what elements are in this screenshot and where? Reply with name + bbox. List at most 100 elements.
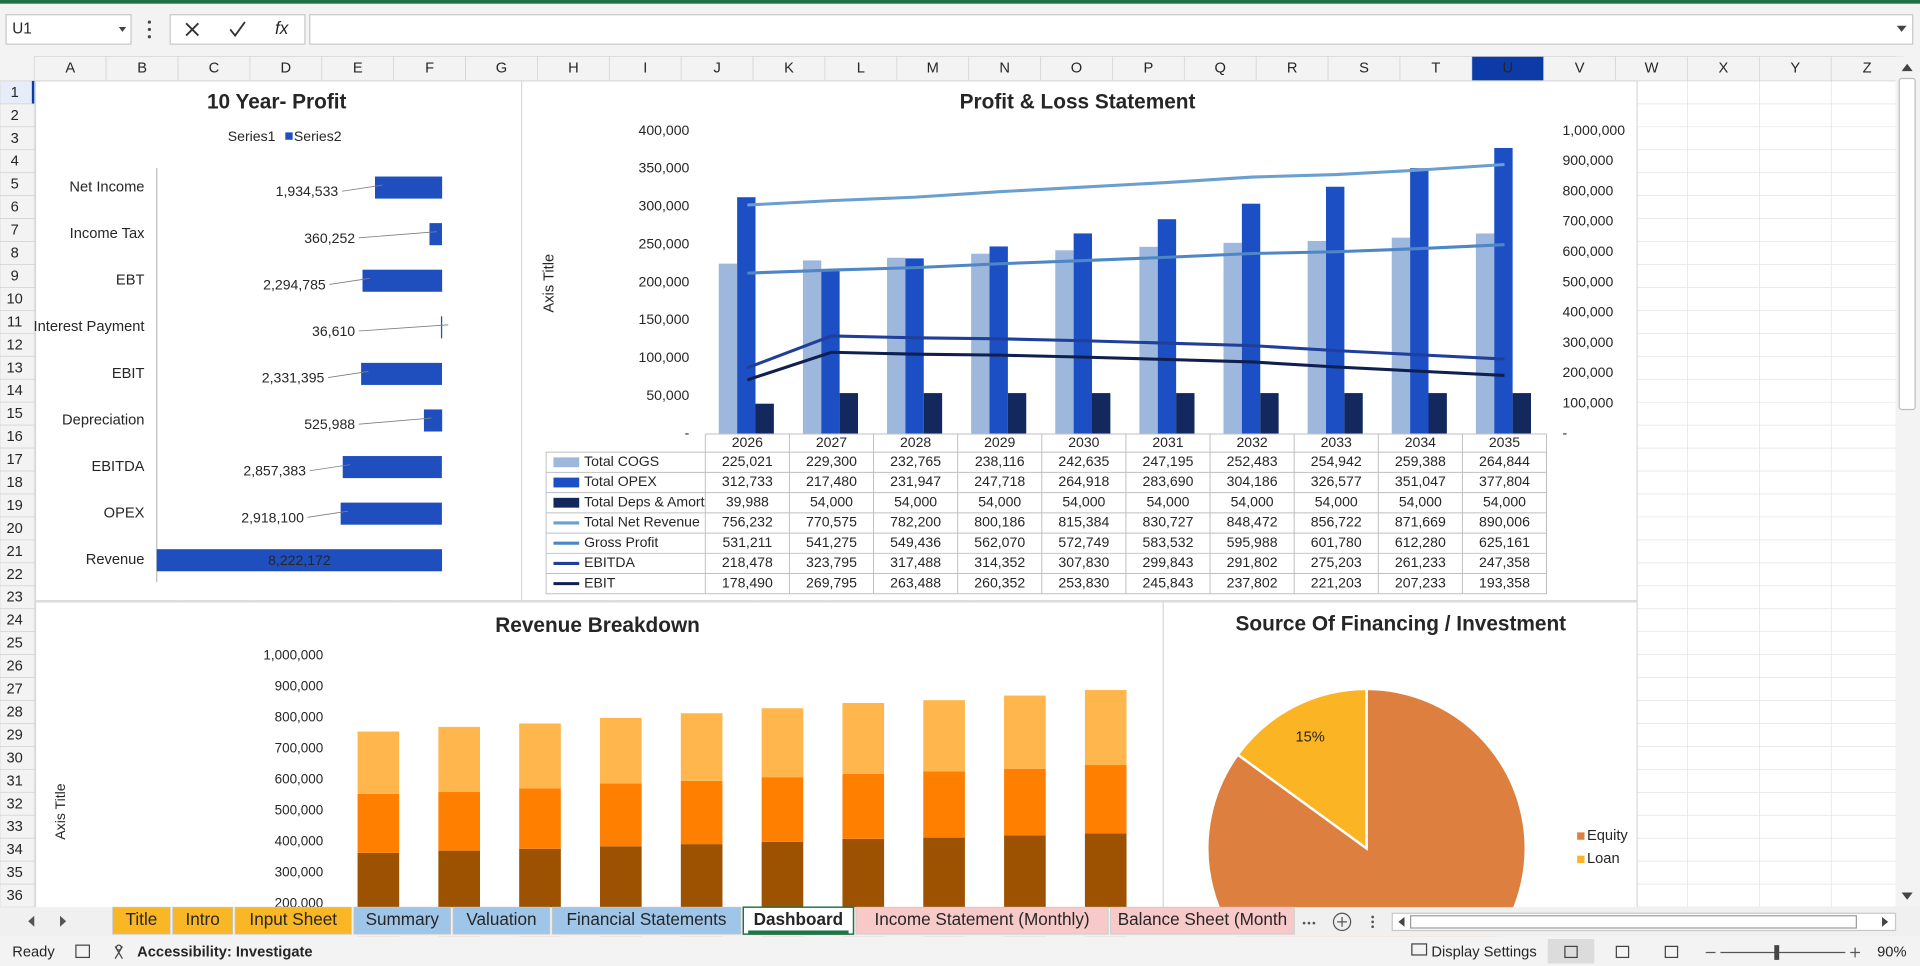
scroll-down[interactable] — [1901, 892, 1913, 900]
hscroll-thumb[interactable] — [1410, 915, 1857, 929]
tab-bg[interactable] — [353, 906, 451, 935]
column-label: P — [1144, 61, 1154, 77]
bar — [802, 260, 822, 434]
tab-label[interactable]: Balance Sheet (Month — [1118, 909, 1288, 929]
leader-line — [341, 184, 383, 192]
accessibility-icon[interactable] — [114, 944, 123, 959]
title-accent — [0, 0, 1920, 4]
tab-bg[interactable] — [234, 906, 352, 935]
tab-prev[interactable] — [28, 915, 35, 927]
table-row-label: Total Deps & Amort — [584, 493, 705, 509]
view-icon[interactable] — [1615, 945, 1630, 959]
chart-title: 10 Year- Profit — [207, 90, 347, 113]
zoom-slider[interactable] — [1705, 947, 1861, 958]
tab-next[interactable] — [60, 915, 67, 927]
data-label: 525,988 — [304, 416, 355, 432]
column-header[interactable] — [1255, 56, 1329, 82]
status-accessibility[interactable]: Accessibility: Investigate — [137, 944, 312, 960]
column-label: T — [1431, 61, 1440, 77]
bar — [1307, 240, 1327, 434]
sheet-tab[interactable]: Financial Statements — [551, 906, 742, 935]
column-header[interactable] — [33, 56, 107, 82]
chart-title: Revenue Breakdown — [495, 614, 700, 637]
tab-bg[interactable] — [742, 906, 855, 935]
bar — [1241, 203, 1261, 434]
tab-bg[interactable] — [452, 906, 551, 935]
column-header[interactable] — [1615, 56, 1688, 82]
sheet-tab[interactable]: Intro — [172, 906, 234, 935]
scroll-thumb[interactable] — [1898, 77, 1916, 411]
more-dot — [147, 35, 151, 39]
y-tick-label: 200,000 — [639, 273, 690, 289]
function-icon[interactable]: fx — [275, 18, 290, 38]
view-icon[interactable] — [1664, 945, 1679, 959]
sheet-tab[interactable]: Input Sheet — [234, 906, 352, 935]
column-header[interactable] — [680, 56, 754, 82]
tab-bg[interactable] — [1110, 906, 1295, 935]
cancel-icon[interactable] — [185, 22, 200, 37]
bar-segment — [357, 731, 400, 794]
row-label: 28 — [7, 705, 23, 721]
sheet-tab[interactable]: Title — [112, 906, 171, 935]
column-header[interactable] — [465, 56, 538, 82]
enter-icon[interactable] — [229, 21, 246, 38]
row-header[interactable] — [0, 883, 35, 908]
tab-label[interactable]: Dashboard — [754, 909, 843, 929]
column-header[interactable] — [824, 56, 898, 82]
tab-label[interactable]: Summary — [366, 909, 440, 929]
tab-label[interactable]: Intro — [186, 909, 220, 929]
column-header[interactable] — [177, 56, 251, 82]
table-cell: 193,358 — [1479, 574, 1530, 590]
status-zoom[interactable]: 90% — [1877, 944, 1906, 960]
add-sheet[interactable] — [1332, 912, 1352, 932]
column-header[interactable] — [393, 56, 466, 82]
column-header[interactable] — [1543, 56, 1616, 82]
tab-label[interactable]: Title — [126, 909, 158, 929]
scroll-up[interactable] — [1901, 63, 1913, 72]
column-header[interactable] — [1830, 56, 1904, 82]
bar-segment — [519, 788, 561, 849]
zoom-thumb[interactable] — [1774, 945, 1780, 960]
status-mode: Ready — [12, 944, 55, 960]
add-sheet-plus[interactable] — [1337, 916, 1347, 927]
column-header[interactable] — [1687, 56, 1760, 82]
hscroll-right[interactable] — [1882, 916, 1889, 927]
tab-bg[interactable] — [172, 906, 234, 935]
sheet-tab[interactable]: Dashboard — [742, 906, 855, 935]
tab-label[interactable]: Income Statement (Monthly) — [874, 909, 1089, 929]
tab-bg[interactable] — [551, 906, 742, 935]
bar-segment — [842, 773, 885, 839]
table-cell: 890,006 — [1479, 514, 1530, 530]
hscroll-left[interactable] — [1398, 916, 1405, 927]
category-label: EBT — [116, 273, 145, 289]
column-header[interactable] — [1758, 56, 1832, 82]
column-header[interactable] — [105, 56, 179, 82]
bar-segment — [1084, 765, 1127, 834]
sheet-tab[interactable]: Income Statement (Monthly) — [855, 906, 1109, 935]
table-cell: 54,000 — [1399, 493, 1442, 509]
table-cell: 225,021 — [722, 453, 773, 469]
view-normal[interactable] — [1547, 939, 1595, 964]
status-display[interactable]: Display Settings — [1431, 944, 1536, 960]
category-label: EBIT — [112, 366, 145, 382]
column-header[interactable] — [1327, 56, 1401, 82]
sheet-tab[interactable]: Balance Sheet (Month — [1110, 906, 1295, 935]
view-icon[interactable] — [1564, 945, 1578, 959]
formula-input[interactable] — [309, 14, 1914, 45]
sheet-tab[interactable]: Summary — [353, 906, 451, 935]
column-header[interactable] — [1112, 56, 1185, 82]
tab-label[interactable]: Financial Statements — [567, 909, 727, 929]
column-header[interactable] — [1399, 56, 1473, 82]
legend-label: Equity — [1587, 828, 1628, 844]
column-header[interactable] — [321, 56, 395, 82]
bar — [1073, 233, 1093, 434]
name-box[interactable] — [5, 14, 132, 45]
tab-bg[interactable] — [855, 906, 1109, 935]
tab-bg[interactable] — [112, 906, 171, 935]
tab-label[interactable]: Input Sheet — [249, 909, 337, 929]
column-header[interactable] — [249, 56, 323, 82]
table-cell: 572,749 — [1058, 534, 1109, 550]
sheet-tab[interactable]: Valuation — [452, 906, 551, 935]
tab-label[interactable]: Valuation — [466, 909, 536, 929]
bar-segment — [680, 780, 723, 845]
